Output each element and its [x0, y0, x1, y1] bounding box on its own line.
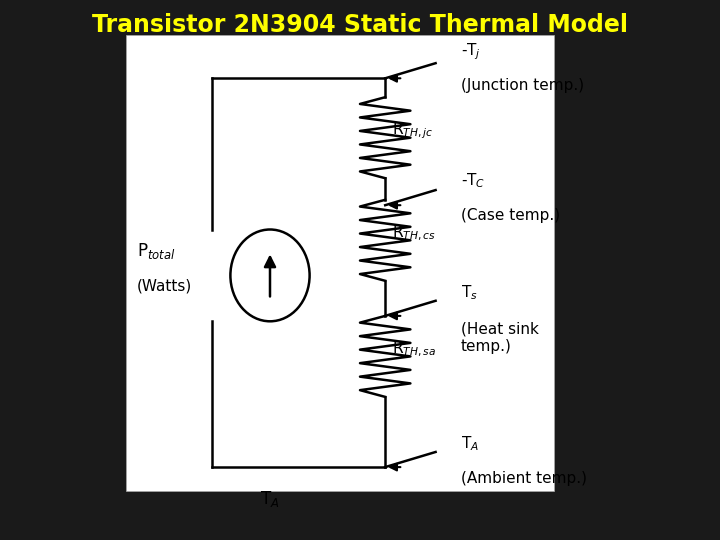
Text: Transistor 2N3904 Static Thermal Model: Transistor 2N3904 Static Thermal Model — [92, 14, 628, 37]
Text: P$_{total}$: P$_{total}$ — [137, 241, 176, 261]
Ellipse shape — [230, 230, 310, 321]
Text: (Case temp.): (Case temp.) — [461, 208, 560, 223]
Text: T$_A$: T$_A$ — [461, 434, 479, 453]
Text: -T$_j$: -T$_j$ — [461, 42, 481, 62]
Text: -T$_C$: -T$_C$ — [461, 171, 485, 190]
Text: R$_{TH, cs}$: R$_{TH, cs}$ — [392, 224, 436, 243]
Text: T$_A$: T$_A$ — [260, 489, 280, 509]
Text: (Heat sink
temp.): (Heat sink temp.) — [461, 321, 539, 354]
Text: (Watts): (Watts) — [137, 279, 192, 294]
Text: R$_{TH, jc}$: R$_{TH, jc}$ — [392, 120, 434, 141]
Text: T$_s$: T$_s$ — [461, 284, 477, 302]
Text: (Ambient temp.): (Ambient temp.) — [461, 471, 587, 486]
Text: R$_{TH, sa}$: R$_{TH, sa}$ — [392, 340, 436, 359]
FancyBboxPatch shape — [126, 35, 554, 491]
Text: (Junction temp.): (Junction temp.) — [461, 78, 584, 93]
